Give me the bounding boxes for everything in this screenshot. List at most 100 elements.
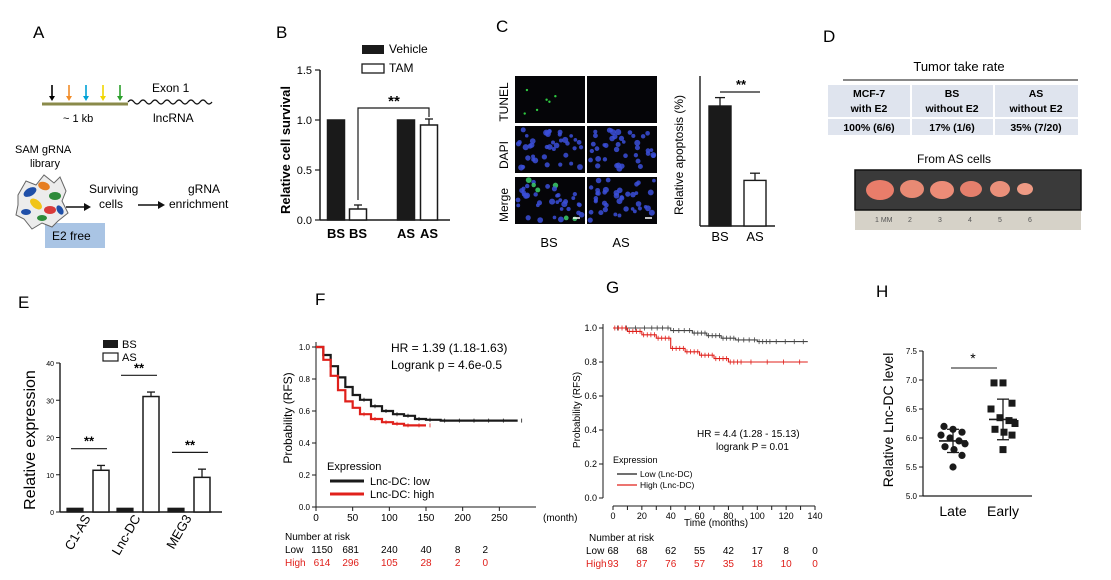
tunel-dot: [545, 98, 548, 101]
photo-ruler: 1 MM 2 3 4 5 6: [875, 217, 1032, 224]
f-risk-low-cell: 681: [342, 545, 359, 556]
nucleus-dot: [614, 163, 620, 169]
h-point-late: [946, 434, 954, 442]
f-risk-high-cell: 28: [420, 558, 432, 569]
e-xtick-label: C1-AS: [61, 512, 93, 553]
panel-letter-e: E: [18, 293, 29, 312]
nucleus-dot: [552, 215, 557, 220]
f-logrank: Logrank p = 4.6e-0.5: [391, 358, 502, 372]
e-chart: 0 10 20 30 40 C1-AS Lnc-DC MEG3: [46, 361, 222, 558]
nucleus-dot: [569, 134, 574, 138]
nucleus-dot: [541, 154, 548, 160]
h-point-early: [1008, 399, 1016, 407]
g-xtick-label: 0: [610, 511, 615, 521]
c-row-label-dapi: DAPI: [497, 141, 511, 169]
g-risk-low-cell: 0: [812, 546, 818, 557]
b-ytick-label: 0.0: [297, 215, 312, 227]
b-bar: [326, 119, 346, 221]
nucleus-dot: [551, 146, 556, 152]
nucleus-dot: [602, 186, 609, 193]
nucleus-dot: [572, 146, 577, 151]
promoter-arrow-head-4: [100, 96, 106, 101]
g-xtick-label: 60: [695, 511, 705, 521]
f-risk-high-cell: 0: [483, 558, 489, 569]
h-ytick-label: 5.5: [906, 463, 918, 472]
h-point-early: [999, 446, 1007, 454]
f-ytick-label: 0.8: [299, 375, 311, 384]
nucleus-dot: [643, 205, 648, 209]
b-xtick-label: AS: [420, 226, 438, 241]
g-risk-low-label: Low: [586, 546, 605, 557]
c-row-label-merge: Merge: [497, 188, 511, 222]
ruler-1: 1 MM: [875, 217, 893, 224]
e2-free-label: E2 free: [52, 229, 91, 243]
nucleus-dot: [594, 198, 598, 203]
nucleus-dot: [545, 183, 551, 189]
g-ytick-label: 1.0: [584, 323, 597, 333]
cell-cluster: [15, 174, 69, 230]
c-ylabel: Relative apoptosis (%): [672, 95, 686, 215]
tunel-dot: [548, 100, 551, 103]
nucleus-dot: [578, 145, 584, 150]
nucleus-dot: [651, 154, 656, 159]
f-xtick-label: 50: [347, 513, 359, 524]
f-xtick-label: 200: [454, 513, 471, 524]
c-col-label-as: AS: [612, 235, 630, 250]
nucleus-dot: [566, 206, 571, 212]
g-risk-title: Number at risk: [589, 533, 655, 544]
h-ytick-label: 7.5: [906, 347, 918, 356]
nucleus-dot: [558, 162, 563, 167]
nucleus-dot: [589, 148, 595, 154]
nucleus-dot: [595, 155, 602, 162]
c-row-label-tunel: TUNEL: [497, 82, 511, 122]
g-risk-high-cell: 57: [694, 559, 706, 570]
nucleus-dot: [555, 200, 560, 205]
b-xtick-label: BS: [349, 226, 367, 241]
g-risk-low-cell: 42: [723, 546, 735, 557]
g-ylabel: Probability (RFS): [572, 372, 583, 448]
nucleus-dot: [615, 129, 622, 136]
d-header-1b: with E2: [850, 103, 888, 115]
g-risk-low-cell: 17: [752, 546, 764, 557]
e-ylabel: Relative expression: [22, 370, 39, 510]
nucleus-dot: [652, 178, 656, 183]
e-xtick-label: MEG3: [163, 512, 194, 551]
panel-a: A Exon 1 ~ 1 kb lncRNA SAM gRNA library …: [15, 23, 229, 248]
f-curve-low: [316, 345, 518, 422]
nucleus-dot: [627, 130, 633, 135]
nucleus-dot: [556, 193, 561, 198]
nucleus-dot: [588, 185, 594, 190]
enrich-label-1: gRNA: [188, 182, 220, 196]
nucleus-dot: [613, 212, 618, 217]
panel-letter-f: F: [315, 290, 325, 309]
h-point-early: [991, 425, 999, 433]
micro-panel-0-1: [587, 76, 657, 123]
d-header-1a: MCF-7: [853, 88, 885, 100]
e-ytick-label: 20: [46, 436, 54, 443]
d-value-2: 17% (1/6): [929, 122, 975, 134]
nucleus-dot: [631, 133, 636, 138]
promoter-arrows: [49, 85, 123, 101]
nucleus-dot: [524, 133, 529, 138]
g-risk-table: 68 68 62 55 42 17 8 0 93 87 76 57 35 18 10 0: [607, 546, 818, 570]
nucleus-dot: [562, 136, 569, 143]
tumor-3: [930, 181, 954, 199]
b-xtick-label: BS: [327, 226, 345, 241]
f-ytick-label: 0.2: [299, 471, 311, 480]
nucleus-dot: [634, 145, 640, 151]
nucleus-dot: [533, 192, 538, 197]
nucleus-dot: [613, 192, 620, 199]
panel-letter-b: B: [276, 23, 287, 42]
b-legend-swatch-tam: [361, 63, 385, 74]
f-xlabel: (month): [543, 513, 577, 524]
promoter-arrow-head-2: [66, 96, 72, 101]
tunel-dot: [523, 112, 526, 115]
f-risk-high-cell: 296: [342, 558, 359, 569]
tumor-5: [990, 181, 1010, 197]
nucleus-dot: [595, 163, 601, 169]
nucleus-dot: [618, 135, 625, 142]
f-risk-low-cell: 8: [455, 545, 461, 556]
nucleus-dot: [537, 217, 544, 223]
nucleus-dot: [558, 198, 563, 203]
tumor-2: [900, 180, 924, 198]
